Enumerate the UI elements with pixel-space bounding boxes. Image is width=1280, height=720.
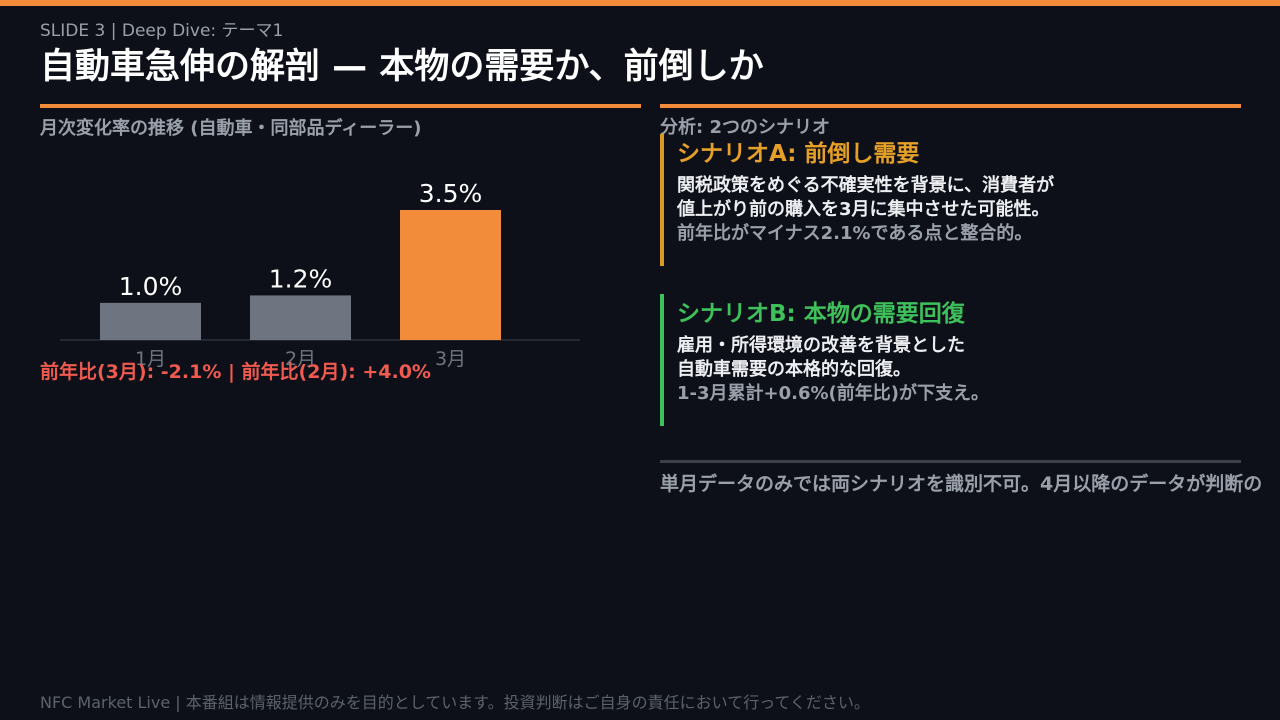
- scenario-a-heading: シナリオA: 前倒し需要: [677, 141, 920, 167]
- slide-title: 自動車急伸の解剖 — 本物の需要か、前倒しか: [40, 47, 764, 87]
- bar-value-label-3: 3.5%: [419, 179, 483, 208]
- bar-chart: 1.0% 1月 1.2% 2月 3.5% 3月: [60, 179, 580, 370]
- x-tick-label-2: 2月: [285, 348, 316, 370]
- scenario-a-line-2: 値上がり前の購入を3月に集中させた可能性。: [677, 199, 1050, 220]
- slide-label: SLIDE 3 | Deep Dive: テーマ1: [40, 21, 284, 41]
- top-accent-bar: [0, 0, 1280, 6]
- scenario-b-heading: シナリオB: 本物の需要回復: [677, 301, 965, 327]
- bar-2: [250, 295, 351, 340]
- chart-section-rule: [40, 104, 641, 108]
- chart-title: 月次変化率の推移 (自動車・同部品ディーラー): [40, 118, 422, 139]
- footer-disclaimer: NFC Market Live | 本番組は情報提供のみを目的としています。投資…: [40, 693, 870, 712]
- scenario-b-card: シナリオB: 本物の需要回復 雇用・所得環境の改善を背景とした 自動車需要の本格…: [660, 294, 1237, 426]
- scenario-a-line-3: 前年比がマイナス2.1%である点と整合的。: [677, 223, 1033, 244]
- analysis-section-rule: [660, 104, 1241, 108]
- x-tick-label-1: 1月: [135, 348, 166, 370]
- scenario-b-line-3: 1-3月累計+0.6%(前年比)が下支え。: [677, 383, 989, 404]
- scenario-a-line-1: 関税政策をめぐる不確実性を背景に、消費者が: [677, 175, 1055, 196]
- scenario-a-card: シナリオA: 前倒し需要 関税政策をめぐる不確実性を背景に、消費者が 値上がり前…: [660, 134, 1237, 266]
- conclusion-rule: [660, 460, 1241, 463]
- scenario-b-line-1: 雇用・所得環境の改善を背景とした: [677, 335, 965, 356]
- bar-1: [100, 302, 201, 340]
- bar-3: [400, 210, 501, 340]
- x-tick-label-3: 3月: [435, 348, 466, 370]
- analysis-label: 分析: 2つのシナリオ: [660, 117, 830, 138]
- yoy-note: 前年比(3月): -2.1% | 前年比(2月): +4.0%: [40, 361, 431, 383]
- bar-value-label-1: 1.0%: [119, 272, 183, 301]
- scenario-b-line-2: 自動車需要の本格的な回復。: [677, 359, 911, 380]
- bar-value-label-2: 1.2%: [269, 264, 333, 293]
- conclusion-text: 単月データのみでは両シナリオを識別不可。4月以降のデータが判断の: [660, 473, 1263, 495]
